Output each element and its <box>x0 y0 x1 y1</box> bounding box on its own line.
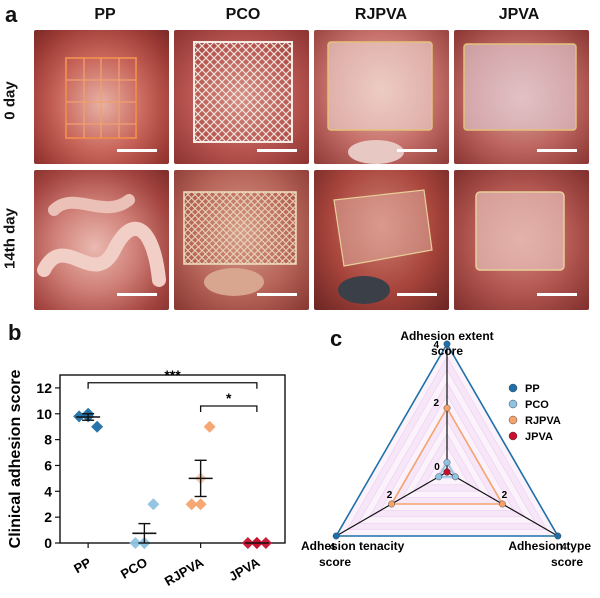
panel-a-letter: a <box>5 2 18 27</box>
data-point <box>91 420 104 433</box>
radar-axis-label-type: Adhesion type <box>508 539 591 553</box>
radar-tick-label: 4 <box>329 542 335 553</box>
legend-label-jpva: JPVA <box>525 431 553 443</box>
mesh-pco-day0 <box>193 41 293 143</box>
legend-label-rjpva: RJPVA <box>525 415 561 427</box>
x-tick-label-jpva: JPVA <box>226 554 263 584</box>
data-point <box>194 498 207 511</box>
scale-bar <box>537 293 577 296</box>
photo-pp-day0 <box>34 30 169 164</box>
adhesion-score-scatter: 0 2 4 6 8 10 12 Clinical adhesion score PP PCO RJP… <box>7 367 286 589</box>
radar-point-pp <box>554 532 562 540</box>
data-point <box>185 498 198 511</box>
x-tick-label-pco: PCO <box>118 555 150 582</box>
photo-jpva-day14 <box>454 170 589 310</box>
y-tick-label: 4 <box>44 483 52 499</box>
significance-label: *** <box>164 367 181 383</box>
legend-marker-rjpva <box>508 415 518 425</box>
scale-bar <box>257 293 297 296</box>
y-tick-label: 8 <box>44 432 52 448</box>
scale-bar <box>257 149 297 152</box>
radar-point-pco <box>451 473 459 481</box>
scale-bar <box>397 293 437 296</box>
radar-tick-label: 2 <box>433 398 439 409</box>
legend-marker-jpva <box>508 431 518 441</box>
column-header-rjpva: RJPVA <box>354 6 408 23</box>
y-tick-label: 6 <box>44 457 52 473</box>
radar-series-line-pp <box>334 342 560 537</box>
data-point <box>147 498 160 511</box>
y-tick-label: 0 <box>44 535 52 551</box>
photo-pco-day0 <box>174 30 309 164</box>
mesh-pco-day14 <box>183 191 297 296</box>
radar-tick-label: 0 <box>434 462 440 473</box>
significance-label: * <box>226 390 232 406</box>
panel-b-letter: b <box>8 320 22 345</box>
row-header-day0: 0 day <box>1 81 19 120</box>
scale-bar <box>117 149 157 152</box>
tissue-rjpva-day14 <box>333 189 433 304</box>
legend-marker-pco <box>508 399 518 409</box>
panel-c-letter: c <box>330 326 343 351</box>
column-header-jpva: JPVA <box>498 6 540 23</box>
scale-bar <box>537 149 577 152</box>
radar-point-pp <box>443 340 451 348</box>
y-tick-label: 12 <box>36 380 52 396</box>
radar-tick-label: 2 <box>502 490 508 501</box>
radar-axis-label-tenacity: score <box>319 555 351 569</box>
photo-rjpva-day0 <box>314 30 449 164</box>
legend-label-pco: PCO <box>525 399 549 411</box>
x-tick-label-pp: PP <box>71 554 94 576</box>
scale-bar <box>397 149 437 152</box>
radar-axis-label-extent: score <box>431 344 463 358</box>
legend-label-pp: PP <box>525 383 540 395</box>
radar-series-line-pco <box>437 460 457 478</box>
film-jpva-day0 <box>463 43 577 131</box>
film-jpva-day14 <box>475 191 565 271</box>
photo-pp-day14 <box>34 170 169 310</box>
radar-axis-label-tenacity: Adhesion tenacity <box>301 539 405 553</box>
plot-frame <box>59 374 286 544</box>
radar-point-rjpva <box>443 404 451 412</box>
intestine-pp-day14 <box>37 194 166 287</box>
significance-bracket <box>199 405 258 413</box>
radar-tick-label: 4 <box>561 542 567 553</box>
x-tick-label-rjpva: RJPVA <box>162 554 207 588</box>
data-point <box>203 420 216 433</box>
radar-tick-label: 2 <box>387 490 393 501</box>
significance-bracket <box>87 382 258 389</box>
radar-point-pp <box>332 532 340 540</box>
radar-tick-label: 4 <box>433 340 439 351</box>
column-header-pp: PP <box>94 6 116 23</box>
y-tick-label: 10 <box>36 406 52 422</box>
photo-pco-day14 <box>174 170 309 310</box>
scale-bar <box>117 293 157 296</box>
y-tick-label: 2 <box>44 509 52 525</box>
radar-point-rjpva <box>388 500 395 508</box>
photo-rjpva-day14 <box>314 170 449 310</box>
column-header-pco: PCO <box>225 6 261 23</box>
photo-jpva-day0 <box>454 30 589 164</box>
y-axis-label: Clinical adhesion score <box>7 370 24 549</box>
radar-point-jpva <box>443 468 451 476</box>
row-header-day14: 14th day <box>1 208 19 269</box>
radar-point-pco <box>435 473 443 481</box>
radar-point-rjpva <box>499 500 506 508</box>
radar-series-line-rjpva <box>390 406 504 505</box>
radar-axis-label-type: score <box>551 555 583 569</box>
film-rjpva-day0 <box>327 41 433 164</box>
radar-axis-label-extent: Adhesion extent <box>400 329 493 343</box>
data-point <box>129 537 142 549</box>
radar-point-pco <box>443 458 451 466</box>
mesh-pp-day0 <box>65 57 137 139</box>
legend-marker-pp <box>508 383 518 393</box>
